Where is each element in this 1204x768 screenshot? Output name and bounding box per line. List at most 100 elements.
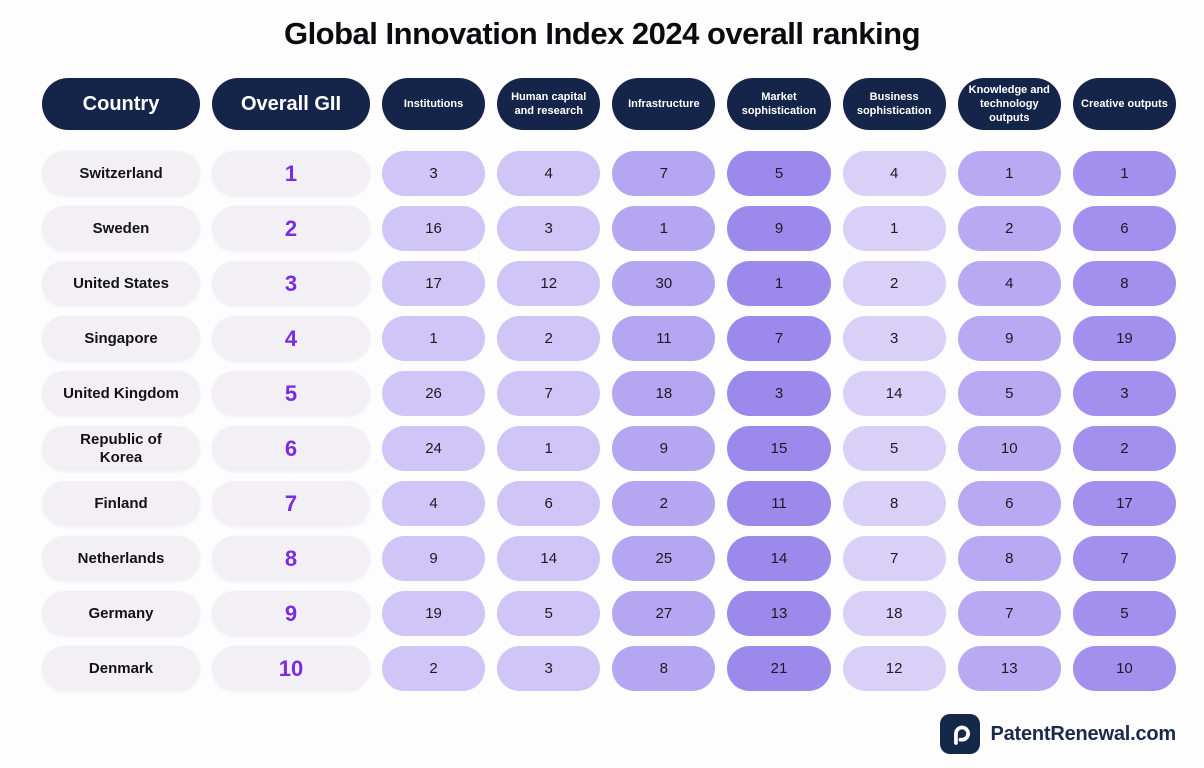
institutions-rank-cell: 16: [382, 206, 486, 251]
knowledge-and-technology-outputs-rank-cell: 2: [957, 206, 1061, 251]
creative-outputs-rank-cell: 6: [1072, 206, 1176, 251]
creative-outputs-rank-cell: 17: [1072, 481, 1176, 526]
country-cell: Sweden: [42, 206, 200, 251]
business-sophistication-rank-cell: 18: [842, 591, 946, 636]
human-capital-and-research-rank-cell: 14: [497, 536, 601, 581]
creative-outputs-rank-cell: 2: [1072, 426, 1176, 471]
country-cell: Germany: [42, 591, 200, 636]
market-sophistication-rank-cell: 13: [727, 591, 831, 636]
infrastructure-rank-cell: 8: [612, 646, 716, 691]
overall-rank-cell: 10: [212, 646, 370, 691]
column-header-market-sophistication: Market sophistication: [727, 78, 831, 130]
country-cell: Netherlands: [42, 536, 200, 581]
market-sophistication-rank-cell: 7: [727, 316, 831, 361]
knowledge-and-technology-outputs-rank-cell: 6: [957, 481, 1061, 526]
human-capital-and-research-rank-cell: 7: [497, 371, 601, 416]
brand-footer: PatentRenewal.com: [940, 714, 1176, 754]
country-cell: Finland: [42, 481, 200, 526]
country-cell: Switzerland: [42, 151, 200, 196]
country-cell: Singapore: [42, 316, 200, 361]
human-capital-and-research-rank-cell: 4: [497, 151, 601, 196]
creative-outputs-rank-cell: 3: [1072, 371, 1176, 416]
overall-rank-cell: 7: [212, 481, 370, 526]
creative-outputs-rank-cell: 8: [1072, 261, 1176, 306]
column-header-creative-outputs: Creative outputs: [1072, 78, 1176, 130]
column-header-country: Country: [42, 78, 200, 130]
institutions-rank-cell: 1: [382, 316, 486, 361]
overall-rank-cell: 2: [212, 206, 370, 251]
magnifier-p-icon: [947, 721, 973, 747]
knowledge-and-technology-outputs-rank-cell: 10: [957, 426, 1061, 471]
overall-rank-cell: 9: [212, 591, 370, 636]
institutions-rank-cell: 2: [382, 646, 486, 691]
business-sophistication-rank-cell: 4: [842, 151, 946, 196]
infrastructure-rank-cell: 25: [612, 536, 716, 581]
brand-text: PatentRenewal.com: [990, 722, 1176, 745]
infrastructure-rank-cell: 18: [612, 371, 716, 416]
knowledge-and-technology-outputs-rank-cell: 1: [957, 151, 1061, 196]
market-sophistication-rank-cell: 1: [727, 261, 831, 306]
infrastructure-rank-cell: 9: [612, 426, 716, 471]
country-cell: United States: [42, 261, 200, 306]
column-header-knowledge-and-technology-outputs: Knowledge and technology outputs: [957, 78, 1061, 130]
infrastructure-rank-cell: 1: [612, 206, 716, 251]
market-sophistication-rank-cell: 15: [727, 426, 831, 471]
column-header-overall-gii: Overall GII: [212, 78, 370, 130]
column-header-business-sophistication: Business sophistication: [842, 78, 946, 130]
knowledge-and-technology-outputs-rank-cell: 9: [957, 316, 1061, 361]
column-header-human-capital-and-research: Human capital and research: [497, 78, 601, 130]
country-cell: United Kingdom: [42, 371, 200, 416]
overall-rank-cell: 8: [212, 536, 370, 581]
business-sophistication-rank-cell: 1: [842, 206, 946, 251]
overall-rank-cell: 6: [212, 426, 370, 471]
patentrenewal-logo: [940, 714, 981, 754]
infrastructure-rank-cell: 27: [612, 591, 716, 636]
infrastructure-rank-cell: 11: [612, 316, 716, 361]
knowledge-and-technology-outputs-rank-cell: 7: [957, 591, 1061, 636]
market-sophistication-rank-cell: 21: [727, 646, 831, 691]
country-cell: Denmark: [42, 646, 200, 691]
creative-outputs-rank-cell: 1: [1072, 151, 1176, 196]
human-capital-and-research-rank-cell: 2: [497, 316, 601, 361]
business-sophistication-rank-cell: 7: [842, 536, 946, 581]
infrastructure-rank-cell: 30: [612, 261, 716, 306]
business-sophistication-rank-cell: 5: [842, 426, 946, 471]
human-capital-and-research-rank-cell: 12: [497, 261, 601, 306]
market-sophistication-rank-cell: 3: [727, 371, 831, 416]
market-sophistication-rank-cell: 11: [727, 481, 831, 526]
human-capital-and-research-rank-cell: 1: [497, 426, 601, 471]
page-title: Global Innovation Index 2024 overall ran…: [283, 16, 921, 51]
knowledge-and-technology-outputs-rank-cell: 5: [957, 371, 1061, 416]
institutions-rank-cell: 26: [382, 371, 486, 416]
institutions-rank-cell: 3: [382, 151, 486, 196]
business-sophistication-rank-cell: 14: [842, 371, 946, 416]
overall-rank-cell: 1: [212, 151, 370, 196]
human-capital-and-research-rank-cell: 6: [497, 481, 601, 526]
creative-outputs-rank-cell: 5: [1072, 591, 1176, 636]
knowledge-and-technology-outputs-rank-cell: 13: [957, 646, 1061, 691]
institutions-rank-cell: 4: [382, 481, 486, 526]
human-capital-and-research-rank-cell: 5: [497, 591, 601, 636]
business-sophistication-rank-cell: 3: [842, 316, 946, 361]
column-header-institutions: Institutions: [382, 78, 486, 130]
knowledge-and-technology-outputs-rank-cell: 8: [957, 536, 1061, 581]
creative-outputs-rank-cell: 10: [1072, 646, 1176, 691]
market-sophistication-rank-cell: 5: [727, 151, 831, 196]
market-sophistication-rank-cell: 14: [727, 536, 831, 581]
business-sophistication-rank-cell: 2: [842, 261, 946, 306]
column-header-infrastructure: Infrastructure: [612, 78, 716, 130]
knowledge-and-technology-outputs-rank-cell: 4: [957, 261, 1061, 306]
infrastructure-rank-cell: 7: [612, 151, 716, 196]
creative-outputs-rank-cell: 7: [1072, 536, 1176, 581]
ranking-table: Switzerland 1 3 4 7 5 4 1 1 Sweden 2 16 3 1 9 1 2 6 United…: [0, 151, 1204, 691]
infrastructure-rank-cell: 2: [612, 481, 716, 526]
institutions-rank-cell: 9: [382, 536, 486, 581]
business-sophistication-rank-cell: 12: [842, 646, 946, 691]
institutions-rank-cell: 19: [382, 591, 486, 636]
overall-rank-cell: 3: [212, 261, 370, 306]
market-sophistication-rank-cell: 9: [727, 206, 831, 251]
business-sophistication-rank-cell: 8: [842, 481, 946, 526]
overall-rank-cell: 5: [212, 371, 370, 416]
table-header-row: Country Overall GII Institutions Human capi…: [0, 78, 1204, 130]
